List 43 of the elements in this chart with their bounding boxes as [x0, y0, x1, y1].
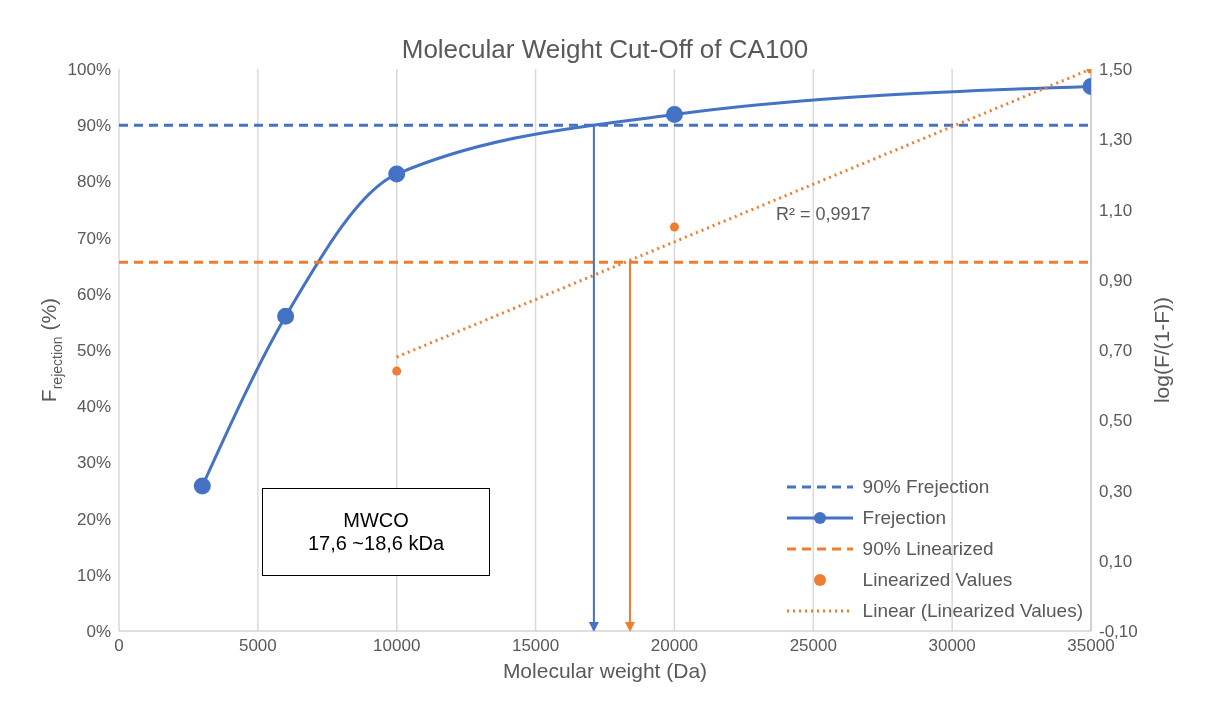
y2-tick-label: 1,10: [1099, 200, 1133, 220]
x-tick-label: 10000: [373, 636, 421, 656]
x-axis-title: Molecular weight (Da): [502, 659, 708, 682]
y-tick-label: 10%: [76, 565, 111, 585]
point: [193, 477, 211, 495]
point: [388, 165, 406, 183]
y-tick-label: 60%: [76, 284, 111, 304]
y-tick-label: 90%: [76, 116, 111, 136]
y-tick-label: 100%: [67, 60, 111, 80]
x-tick-label: 25000: [789, 636, 837, 656]
chart-title: Molecular Weight Cut-Off of CA100: [400, 34, 810, 65]
y-tick-label: 20%: [76, 509, 111, 529]
y-tick-label: 0%: [86, 622, 111, 642]
legend-label: Linearized Values: [861, 567, 1014, 592]
x-tick-label: 15000: [511, 636, 560, 656]
y-tick-label: 40%: [76, 397, 111, 417]
y2-axis-title: log(F/(1-F)): [1149, 296, 1173, 404]
y2-tick-label: 0,10: [1099, 551, 1133, 571]
x-tick-label: 5000: [238, 636, 277, 656]
point: [669, 222, 679, 232]
legend-label: Linear (Linearized Values): [861, 598, 1083, 623]
y-tick-label: 30%: [76, 453, 111, 473]
y2-tick-label: 1,30: [1099, 130, 1133, 150]
y-tick-label: 70%: [76, 228, 111, 248]
point: [665, 106, 683, 124]
y2-tick-label: 0,70: [1099, 341, 1133, 361]
y2-tick-label: 0,30: [1099, 481, 1133, 501]
legend-label: 90% Frejection: [861, 474, 991, 499]
y2-tick-label: 0,50: [1099, 411, 1133, 431]
legend-label: Frejection: [861, 505, 948, 530]
y-tick-label: 80%: [76, 172, 111, 192]
annotation: R² = 0,9917: [776, 204, 871, 225]
legend-label: 90% Linearized: [861, 536, 995, 561]
x-tick-label: 20000: [650, 636, 699, 656]
x-tick-label: 30000: [928, 636, 976, 656]
x-tick-label: 0: [114, 636, 124, 656]
point: [392, 366, 402, 376]
y2-tick-label: 0,90: [1099, 270, 1133, 290]
text-box: MWCO 17,6 ~18,6 kDa: [262, 488, 490, 576]
y2-tick-label: 1,50: [1099, 60, 1133, 80]
y-tick-label: 50%: [76, 341, 111, 361]
annotation: MWCO 17,6 ~18,6 kDa: [307, 509, 445, 555]
point: [277, 307, 295, 325]
